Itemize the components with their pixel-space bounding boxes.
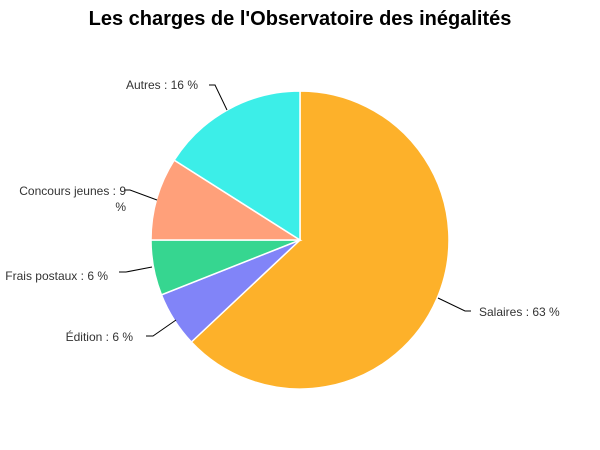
leader-line [209,84,228,111]
pie-slice-autres [173,90,301,242]
leader-lines [119,84,471,337]
pie-slice-salaires [190,90,450,390]
pie-slice-concours-jeunes [150,159,303,241]
pie-slices [150,90,450,390]
chart-title: Les charges de l'Observatoire des inégal… [89,8,512,30]
leader-line [146,319,177,337]
slice-label: Édition : 6 % [66,329,134,344]
leader-line [437,297,471,312]
leader-line [124,189,158,201]
slice-label: Salaires : 63 % [479,305,560,319]
slice-label: Frais postaux : 6 % [5,269,108,283]
leader-line [119,266,153,273]
slice-label: Concours jeunes : 9% [19,184,126,214]
slice-label: Autres : 16 % [126,78,198,92]
slice-labels: Salaires : 63 % Édition : 6 % Frais postau… [5,78,560,344]
